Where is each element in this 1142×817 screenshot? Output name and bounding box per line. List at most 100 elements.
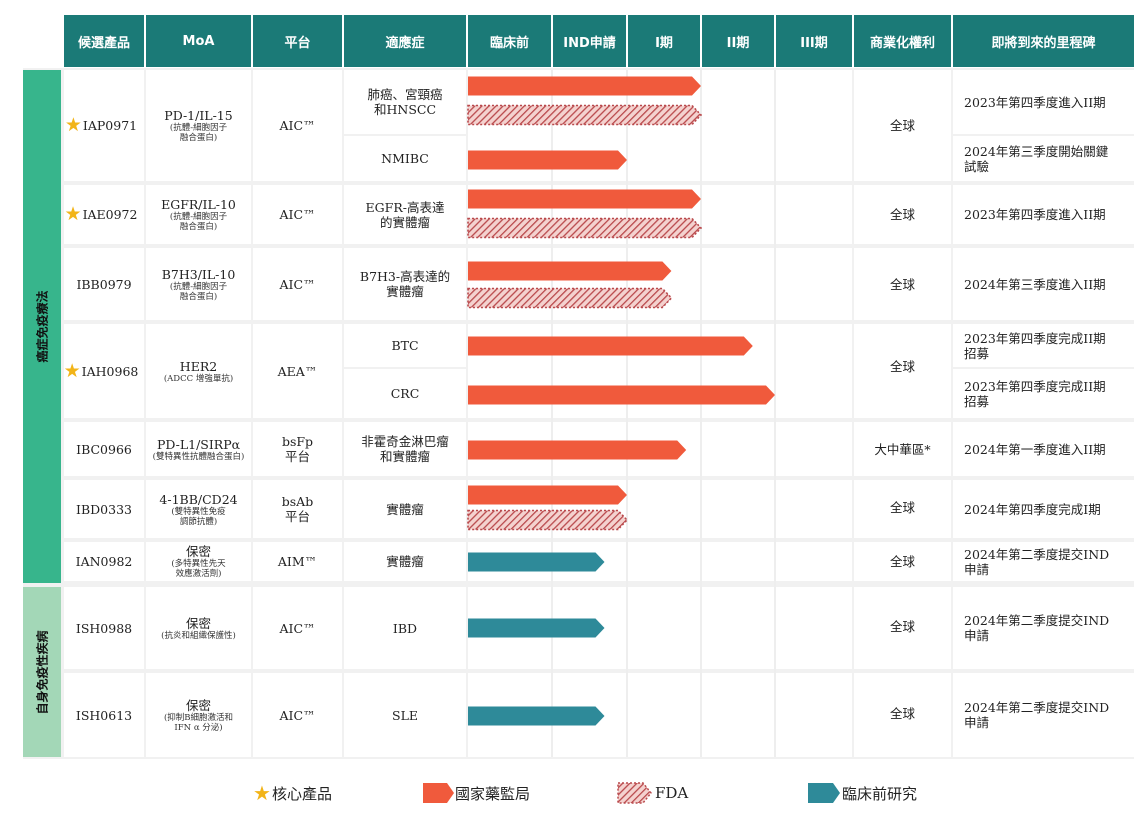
- fda-bar: [467, 217, 703, 239]
- header-platform: 平台: [253, 15, 342, 67]
- moa-cell: PD-1/IL-15 (抗體-細胞因子 融合蛋白): [164, 108, 233, 143]
- core-product-star-icon: ★: [64, 114, 82, 136]
- nmpa-bar: [468, 76, 701, 96]
- milestone-cell: 2024年第二季度提交IND 申請: [964, 613, 1110, 643]
- product-name: ★ IAH0968: [63, 359, 139, 382]
- product-name: ISH0613: [75, 707, 133, 723]
- product-name: IBD0333: [76, 501, 132, 517]
- nmpa-bar: [468, 189, 701, 209]
- milestone-cell: 2023年第四季度完成II期 招募: [964, 330, 1106, 361]
- header-ind: IND申請: [553, 15, 626, 67]
- hatched-arrow-icon: [617, 782, 652, 804]
- product-name: ★ IAE0972: [64, 203, 138, 225]
- legend-fda: FDA: [617, 775, 688, 811]
- indication-cell: SLE: [392, 707, 418, 723]
- nmpa-bar: [468, 261, 672, 281]
- milestone-cell: 2023年第四季度完成II期 招募: [964, 378, 1106, 409]
- fda-bar: [467, 509, 629, 531]
- moa-cell: 保密 (抑制B細胞激活和 IFN α 分泌): [163, 697, 234, 733]
- star-icon: ★: [253, 781, 271, 805]
- teal-arrow-icon: [808, 783, 840, 803]
- indication-cell: NMIBC: [381, 151, 429, 166]
- platform-cell: AIC™: [279, 118, 316, 133]
- section-oncology: 癌症免疫療法: [23, 70, 61, 583]
- product-name: ★ IAP0971: [64, 114, 138, 136]
- header-phase1: I期: [628, 15, 700, 67]
- legend-nmpa: 國家藥監局: [423, 775, 530, 811]
- legend-preclinical-label: 臨床前研究: [842, 784, 918, 803]
- indication-cell: 實體瘤: [386, 501, 424, 517]
- product-name: IBB0979: [76, 276, 132, 292]
- platform-cell: AIC™: [279, 207, 316, 222]
- header-phase2: II期: [702, 15, 774, 67]
- indication-cell: IBD: [392, 620, 418, 636]
- header-preclinical: 臨床前: [468, 15, 551, 67]
- product-name: ISH0988: [75, 620, 133, 636]
- rights-cell: 全球: [889, 276, 915, 292]
- platform-cell: AIC™: [279, 620, 316, 636]
- moa-cell: HER2 (ADCC 增強單抗): [163, 358, 234, 384]
- nmpa-bar: [468, 150, 627, 170]
- rights-cell: 全球: [889, 554, 915, 569]
- milestone-cell: 2023年第四季度進入II期: [964, 207, 1106, 222]
- moa-cell: PD-L1/SIRPα (雙特異性抗體融合蛋白): [152, 436, 245, 462]
- moa-cell: 4-1BB/CD24 (雙特異性免疫 調節抗體): [159, 491, 238, 527]
- moa-cell: 保密 (抗炎和組織保護性): [161, 615, 236, 641]
- moa-cell: 保密 (多特異性先天 效應激活劑): [171, 544, 226, 579]
- section-autoimmune: 自身免疫性疾病: [23, 587, 61, 757]
- moa-cell: EGFR/IL-10 (抗體-細胞因子 融合蛋白): [161, 197, 236, 232]
- orange-arrow-icon: [423, 783, 454, 803]
- rights-cell: 全球: [889, 207, 915, 222]
- milestone-cell: 2023年第四季度進入II期: [964, 94, 1106, 110]
- nmpa-bar: [468, 440, 687, 460]
- indication-cell: EGFR-高表達 的實體瘤: [365, 199, 445, 230]
- legend-core-label: 核心產品: [271, 784, 332, 803]
- moa-cell: B7H3/IL-10 (抗體-細胞因子 融合蛋白): [161, 266, 236, 302]
- platform-cell: AIM™: [277, 554, 318, 569]
- rights-cell: 全球: [889, 499, 915, 515]
- nmpa-bar: [468, 336, 753, 356]
- indication-cell: BTC: [391, 338, 419, 353]
- legend-preclinical: 臨床前研究: [808, 775, 917, 811]
- indication-cell: CRC: [390, 386, 420, 401]
- core-product-star-icon: ★: [63, 359, 81, 382]
- milestone-cell: 2024年第四季度完成I期: [964, 501, 1101, 517]
- rights-cell: 大中華區*: [874, 441, 931, 457]
- milestone-cell: 2024年第三季度進入II期: [964, 276, 1106, 292]
- fda-bar: [467, 104, 703, 126]
- indication-cell: 非霍奇金淋巴瘤 和實體瘤: [361, 434, 449, 464]
- legend-fda-label: FDA: [655, 784, 689, 802]
- header-candidate: 候選產品: [64, 15, 144, 67]
- fda-bar: [467, 287, 673, 309]
- nmpa-bar: [468, 485, 627, 505]
- legend-nmpa-label: 國家藥監局: [455, 784, 531, 803]
- header-milestone: 即將到來的里程碑: [953, 15, 1134, 67]
- rights-cell: 全球: [889, 705, 915, 721]
- preclinical-bar: [468, 552, 605, 572]
- platform-cell: AIC™: [279, 276, 316, 292]
- nmpa-bar: [468, 385, 775, 405]
- product-name: IAN0982: [75, 554, 133, 569]
- platform-cell: bsFp 平台: [281, 434, 314, 464]
- header-phase3: III期: [776, 15, 852, 67]
- rights-cell: 全球: [889, 358, 915, 374]
- indication-cell: B7H3-高表達的 實體瘤: [359, 269, 451, 299]
- platform-cell: AEA™: [277, 363, 318, 379]
- indication-cell: 肺癌、宮頸癌 和HNSCC: [367, 87, 443, 117]
- platform-cell: bsAb 平台: [281, 494, 314, 524]
- milestone-cell: 2024年第二季度提交IND 申請: [964, 546, 1110, 577]
- header-rights: 商業化權利: [854, 15, 951, 67]
- rights-cell: 全球: [889, 118, 915, 133]
- indication-cell: 實體瘤: [386, 554, 424, 569]
- platform-cell: AIC™: [279, 707, 316, 723]
- rights-cell: 全球: [889, 618, 915, 634]
- legend-core-product: ★ 核心產品: [253, 775, 332, 811]
- core-product-star-icon: ★: [64, 203, 82, 225]
- header-indication: 適應症: [344, 15, 466, 67]
- milestone-cell: 2024年第二季度提交IND 申請: [964, 700, 1110, 730]
- preclinical-bar: [468, 618, 605, 638]
- header-moa: MoA: [146, 15, 251, 67]
- milestone-cell: 2024年第一季度進入II期: [964, 441, 1106, 457]
